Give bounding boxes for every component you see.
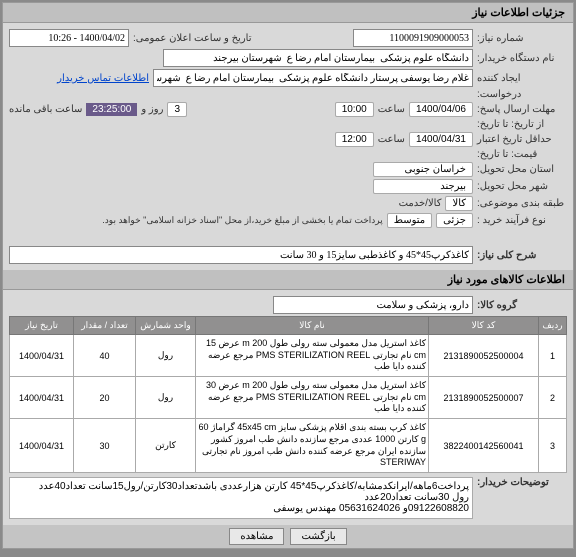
buyer-contact-link[interactable]: اطلاعات تماس خریدار [57, 73, 149, 84]
deadline-date: 1400/04/06 [409, 102, 473, 117]
label-process: نوع فرآیند خرید : [477, 215, 567, 226]
need-desc-field[interactable] [9, 246, 473, 264]
section-need-info: جزئیات اطلاعات نیاز [3, 3, 573, 23]
buyer-name-field[interactable] [163, 49, 473, 67]
deadline-hour: 10:00 [335, 102, 374, 117]
valid-date: 1400/04/31 [409, 132, 473, 147]
note-text: پرداخت تمام یا بخشی از مبلغ خرید،از محل … [102, 215, 382, 226]
col-header: نام کالا [196, 317, 429, 335]
close-button[interactable]: بازگشت [290, 528, 346, 545]
label-item-group: گروه کالا: [477, 300, 567, 311]
label-state: استان محل تحویل: [477, 164, 567, 175]
label-deadline: مهلت ارسال پاسخ: [477, 104, 567, 115]
label-city: شهر محل تحویل: [477, 181, 567, 192]
view-button[interactable]: مشاهده [229, 528, 284, 545]
item-group-field[interactable] [273, 296, 473, 314]
days-left: 3 [167, 102, 187, 117]
label-public-date: تاریخ و ساعت اعلان عمومی: [133, 33, 252, 44]
chip-partial: جزئی [436, 213, 473, 228]
col-header: تاریخ نیاز [10, 317, 74, 335]
label-buyer-name: نام دستگاه خریدار: [477, 53, 567, 64]
label-min-valid: حداقل تاریخ اعتبار [477, 134, 567, 145]
label-day-and: روز و [141, 104, 163, 115]
col-header: کد کالا [429, 317, 539, 335]
label-request: درخواست: [477, 89, 567, 100]
chip-kala: کالا [445, 196, 473, 211]
label-kala-service: کالا/خدمت [399, 198, 442, 209]
label-need-desc: شرح کلی نیاز: [477, 250, 567, 261]
label-price-to: قیمت: تا تاریخ: [477, 149, 567, 160]
label-grouping: طبقه بندی موضوعی: [477, 198, 567, 209]
label-hour2: ساعت [378, 134, 405, 145]
state-value: خراسان جنوبی [373, 162, 473, 177]
label-from-to: از تاریخ: تا تاریخ: [477, 119, 567, 130]
chip-medium: متوسط [387, 213, 432, 228]
col-header: ردیف [539, 317, 567, 335]
label-creator: ایجاد کننده [477, 73, 567, 84]
creator-field[interactable] [153, 69, 473, 87]
section-items: اطلاعات کالاهای مورد نیاز [3, 270, 573, 290]
countdown: 23:25:00 [86, 103, 137, 116]
need-no-field[interactable] [353, 29, 473, 47]
footer: بازگشت مشاهده [3, 525, 573, 548]
label-time-left: ساعت باقی مانده [9, 104, 82, 115]
items-table: ردیفکد کالانام کالاواحد شمارشتعداد / مقد… [9, 316, 567, 473]
table-row[interactable]: 22131890052500007کاغذ استریل مدل معمولی … [10, 377, 567, 419]
city-value: بیرجند [373, 179, 473, 194]
label-need-no: شماره نیاز: [477, 33, 567, 44]
table-row[interactable]: 12131890052500004کاغذ استریل مدل معمولی … [10, 335, 567, 377]
col-header: واحد شمارش [136, 317, 196, 335]
table-row[interactable]: 33822400142560041کاغذ کرپ بسته بندی اقلا… [10, 419, 567, 473]
valid-hour: 12:00 [335, 132, 374, 147]
buyer-notes-box: پرداخت6ماهه/ایرانکدمشابه/کاغذکرپ45*45 کا… [9, 477, 473, 519]
label-buyer-notes: توضیحات خریدار: [477, 477, 567, 488]
public-date-field[interactable] [9, 29, 129, 47]
label-hour1: ساعت [378, 104, 405, 115]
col-header: تعداد / مقدار [74, 317, 136, 335]
